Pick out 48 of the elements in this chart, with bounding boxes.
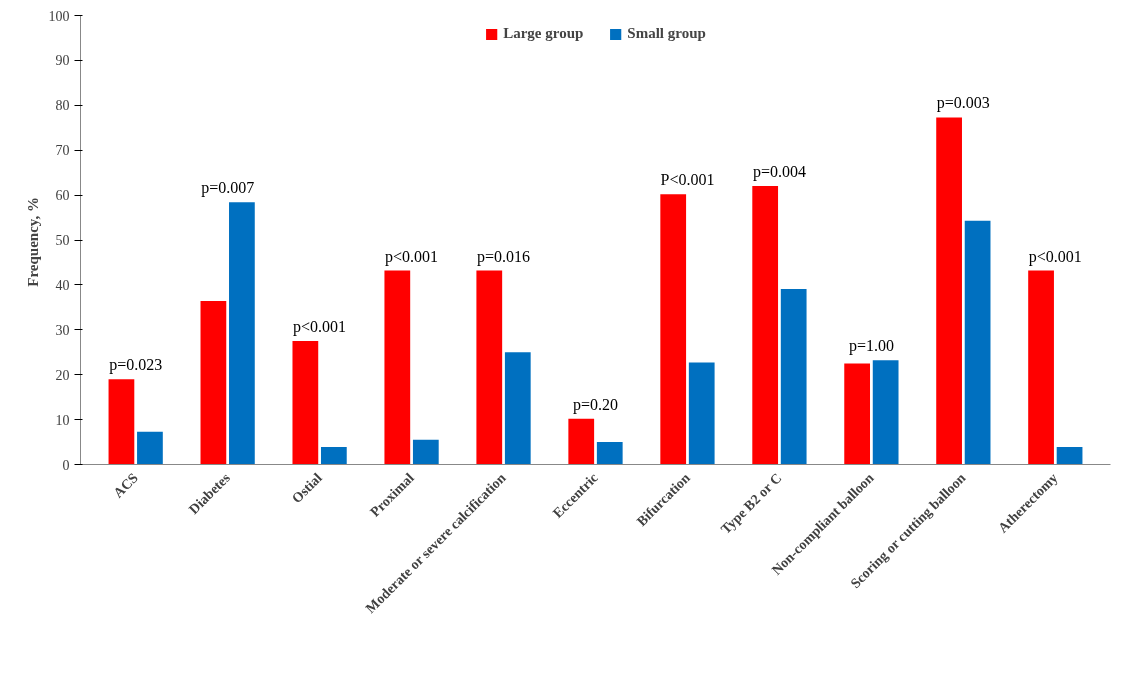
y-tick-label: 50 xyxy=(55,233,70,248)
bar xyxy=(229,202,255,465)
bar xyxy=(596,442,623,465)
annotation: p=0.023 xyxy=(109,356,163,375)
y-axis-title: Frequency, % xyxy=(24,197,41,287)
annotation: p=1.00 xyxy=(848,337,894,356)
y-tick-label: 40 xyxy=(55,277,70,293)
annotation: p=0.004 xyxy=(752,163,806,182)
bar xyxy=(844,363,871,465)
bar xyxy=(412,439,439,465)
y-tick-label: 100 xyxy=(48,8,70,24)
annotation: p=0.016 xyxy=(477,247,531,266)
annotation: p=0.20 xyxy=(572,395,619,414)
bar xyxy=(780,288,807,465)
y-tick-label: 90 xyxy=(55,53,70,69)
bar xyxy=(476,270,503,465)
bar xyxy=(384,270,411,465)
annotation: p<0.001 xyxy=(1028,247,1082,266)
bar xyxy=(936,117,962,465)
annotation: p<0.001 xyxy=(385,247,439,266)
annotation: p<0.001 xyxy=(293,318,347,337)
bar xyxy=(660,194,687,465)
y-tick-label: 60 xyxy=(55,188,70,204)
annotation: p=0.007 xyxy=(201,179,255,198)
y-tick-label: 10 xyxy=(55,412,70,428)
y-tick-label: 70 xyxy=(55,143,70,159)
bar xyxy=(964,220,991,465)
bar xyxy=(872,360,899,465)
bar xyxy=(200,301,227,465)
bar xyxy=(568,418,595,465)
legend-label: Small group xyxy=(627,25,706,42)
bar xyxy=(292,341,319,465)
legend-label: Large group xyxy=(503,25,584,42)
annotation: P<0.001 xyxy=(660,171,715,189)
bar xyxy=(752,186,779,465)
annotation: p=0.003 xyxy=(936,94,990,113)
x-tick-label: Type B2 or C xyxy=(717,470,785,537)
bar xyxy=(1028,270,1054,465)
y-tick-label: 20 xyxy=(55,367,70,383)
bar xyxy=(1056,446,1083,465)
bar xyxy=(320,446,347,465)
y-tick-label: 30 xyxy=(55,322,70,338)
bar xyxy=(137,431,163,465)
bar xyxy=(504,352,531,465)
y-tick-label: 0 xyxy=(62,457,70,473)
bar xyxy=(108,379,135,465)
bar xyxy=(688,362,715,465)
y-tick-label: 80 xyxy=(55,98,70,114)
